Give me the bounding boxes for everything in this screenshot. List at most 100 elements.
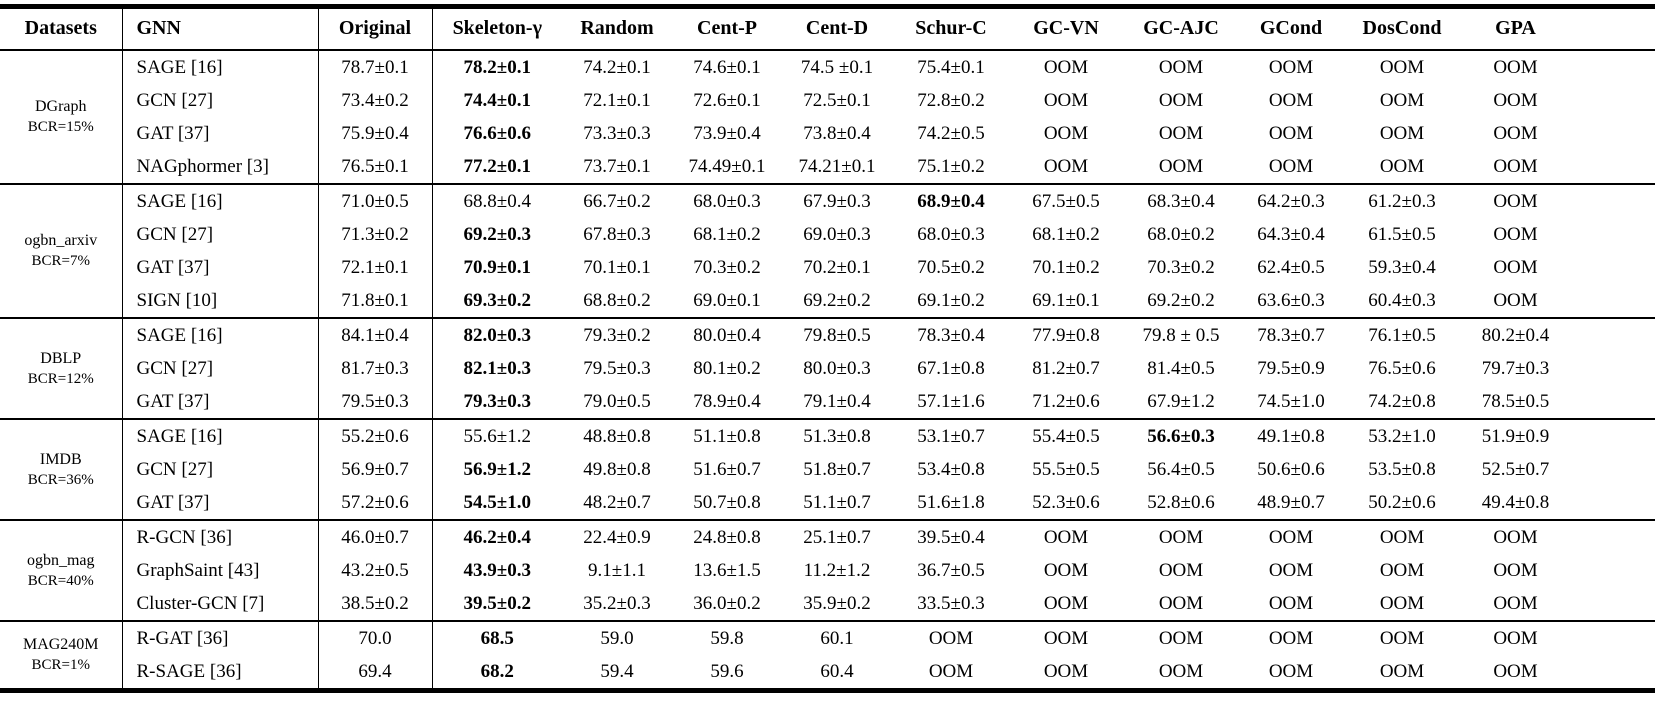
value-cell-oom: OOM (1268, 156, 1314, 177)
value-cell: 70.1±0.1 (583, 257, 651, 278)
value-cell: 11.2±1.2 (803, 560, 871, 581)
dataset-label-dblp: DBLP BCR=12% (0, 318, 123, 419)
column-header-datasets: Datasets (0, 6, 123, 50)
value-cell: 24.8±0.8 (693, 527, 761, 548)
value-cell-oom: OOM (1493, 527, 1538, 548)
value-cell: 71.8±0.1 (318, 284, 433, 318)
value-cell: 51.8±0.7 (803, 459, 871, 480)
value-cell-oom: OOM (1268, 57, 1314, 78)
value-cell-oom: OOM (1493, 257, 1538, 278)
value-cell: 56.6±0.3 (1147, 426, 1215, 447)
value-cell: 66.7±0.2 (583, 191, 651, 212)
table-row: DGraph BCR=15% SAGE [16] 78.7±0.1 78.2±0.1 74… (0, 50, 1655, 184)
value-cell: 78.2±0.1 (463, 57, 531, 78)
column-header-gpa: GPA (1495, 17, 1536, 39)
value-cell-oom: OOM (1158, 628, 1204, 649)
value-cell-oom: OOM (1493, 224, 1538, 245)
value-cell: 59.4 (600, 661, 634, 682)
value-cell: 56.9±0.7 (318, 453, 433, 486)
value-cell-oom: OOM (1379, 90, 1425, 111)
gnn-label: GCN [27] (122, 352, 319, 385)
header-row: Datasets GNN Original Skeleton-γ Random Cent-… (0, 6, 1655, 50)
value-cell: 70.1±0.2 (1032, 257, 1100, 278)
dataset-label-dgraph: DGraph BCR=15% (0, 50, 123, 184)
value-cell: 68.0±0.2 (1147, 224, 1215, 245)
value-cell: 46.2±0.4 (463, 527, 531, 548)
value-cell: 51.1±0.7 (803, 492, 871, 513)
value-cell-oom: OOM (1268, 560, 1314, 581)
table-row: GCN [27] 73.4±0.2 74.4±0.1 72.1±0.1 72.6±0.1… (0, 84, 1655, 117)
value-cell: 43.2±0.5 (318, 554, 433, 587)
value-cell: 55.5±0.5 (1032, 459, 1100, 480)
value-cell-oom: OOM (1268, 628, 1314, 649)
value-cell-oom: OOM (1158, 156, 1204, 177)
value-cell: 33.5±0.3 (917, 593, 985, 614)
column-header-doscond: DosCond (1362, 17, 1442, 39)
value-cell: 82.1±0.3 (463, 358, 531, 379)
value-cell-oom: OOM (1043, 560, 1089, 581)
value-cell: 76.6±0.6 (463, 123, 531, 144)
column-header-gnn: GNN (122, 6, 319, 50)
value-cell: 73.7±0.1 (583, 156, 651, 177)
value-cell: 73.3±0.3 (583, 123, 651, 144)
column-header-gcond: GCond (1259, 17, 1323, 39)
value-cell: 55.4±0.5 (1032, 426, 1100, 447)
value-cell: 68.8±0.4 (463, 191, 531, 212)
value-cell: 70.3±0.2 (693, 257, 761, 278)
value-cell-oom: OOM (1158, 560, 1204, 581)
value-cell-oom: OOM (1268, 90, 1314, 111)
gnn-label: GCN [27] (122, 453, 319, 486)
value-cell: 69.2±0.3 (463, 224, 531, 245)
value-cell: 67.9±0.3 (803, 191, 871, 212)
table-row: DBLP BCR=12% SAGE [16] 84.1±0.4 82.0±0.3 79.3… (0, 318, 1655, 419)
value-cell: 79.0±0.5 (583, 391, 651, 412)
value-cell: 49.4±0.8 (1481, 492, 1550, 513)
table-row: GraphSaint [43] 43.2±0.5 43.9±0.3 9.1±1.1 13… (0, 554, 1655, 587)
dataset-label-mag240m: MAG240M BCR=1% (0, 621, 123, 691)
value-cell-oom: OOM (1493, 90, 1538, 111)
value-cell-oom: OOM (1158, 123, 1204, 144)
dataset-label-imdb: IMDB BCR=36% (0, 419, 123, 520)
table-row: R-SAGE [36] 69.4 68.2 59.4 59.6 60.4 OOM OOM OOM… (0, 655, 1655, 691)
value-cell-oom: OOM (1043, 593, 1089, 614)
value-cell: 74.2±0.8 (1368, 391, 1436, 412)
value-cell-oom: OOM (1268, 527, 1314, 548)
value-cell: 68.1±0.2 (693, 224, 761, 245)
value-cell: 69.1±0.1 (1032, 290, 1100, 311)
column-header-skeleton: Skeleton-γ (452, 17, 542, 39)
dataset-bcr: BCR=40% (27, 572, 94, 589)
dataset-bcr: BCR=36% (27, 471, 94, 488)
value-cell: 60.4±0.3 (1368, 290, 1436, 311)
dataset-group-dblp: DBLP BCR=12% SAGE [16] 84.1±0.4 82.0±0.3 79.3… (0, 318, 1655, 419)
value-cell: 80.2±0.4 (1481, 325, 1550, 346)
table-row: Cluster-GCN [7] 38.5±0.2 39.5±0.2 35.2±0.3 3… (0, 587, 1655, 621)
dataset-bcr: BCR=12% (27, 370, 94, 387)
column-header-gc-ajc: GC-AJC (1143, 17, 1219, 39)
value-cell: 56.9±1.2 (463, 459, 531, 480)
value-cell-oom: OOM (1379, 156, 1425, 177)
value-cell: 38.5±0.2 (318, 587, 433, 621)
value-cell: 48.9±0.7 (1257, 492, 1325, 513)
gnn-label: R-SAGE [36] (122, 655, 319, 691)
value-cell: 36.7±0.5 (917, 560, 985, 581)
column-header-cent-d: Cent-D (805, 17, 869, 39)
value-cell-oom: OOM (1043, 123, 1089, 144)
value-cell-oom: OOM (1268, 593, 1314, 614)
gnn-label: SIGN [10] (122, 284, 319, 318)
table-header: Datasets GNN Original Skeleton-γ Random Cent-… (0, 6, 1655, 50)
value-cell: 74.21±0.1 (798, 156, 876, 177)
gnn-label: NAGphormer [3] (122, 150, 319, 184)
value-cell-oom: OOM (1493, 290, 1538, 311)
value-cell-oom: OOM (1493, 593, 1538, 614)
dataset-group-ogbn-arxiv: ogbn_arxiv BCR=7% SAGE [16] 71.0±0.5 68.8±0.… (0, 184, 1655, 318)
value-cell-oom: OOM (1493, 628, 1538, 649)
value-cell: 74.2±0.1 (583, 57, 651, 78)
table-row: SIGN [10] 71.8±0.1 69.3±0.2 68.8±0.2 69.0±0.… (0, 284, 1655, 318)
value-cell: 75.1±0.2 (917, 156, 985, 177)
benchmark-results-table: Datasets GNN Original Skeleton-γ Random Cent-… (0, 4, 1655, 693)
table-row: GAT [37] 75.9±0.4 76.6±0.6 73.3±0.3 73.9±0.4… (0, 117, 1655, 150)
table-row: GCN [27] 81.7±0.3 82.1±0.3 79.5±0.3 80.1±0.2… (0, 352, 1655, 385)
value-cell-oom: OOM (1158, 57, 1204, 78)
value-cell-oom: OOM (1268, 661, 1314, 682)
dataset-group-imdb: IMDB BCR=36% SAGE [16] 55.2±0.6 55.6±1.2 48.8… (0, 419, 1655, 520)
